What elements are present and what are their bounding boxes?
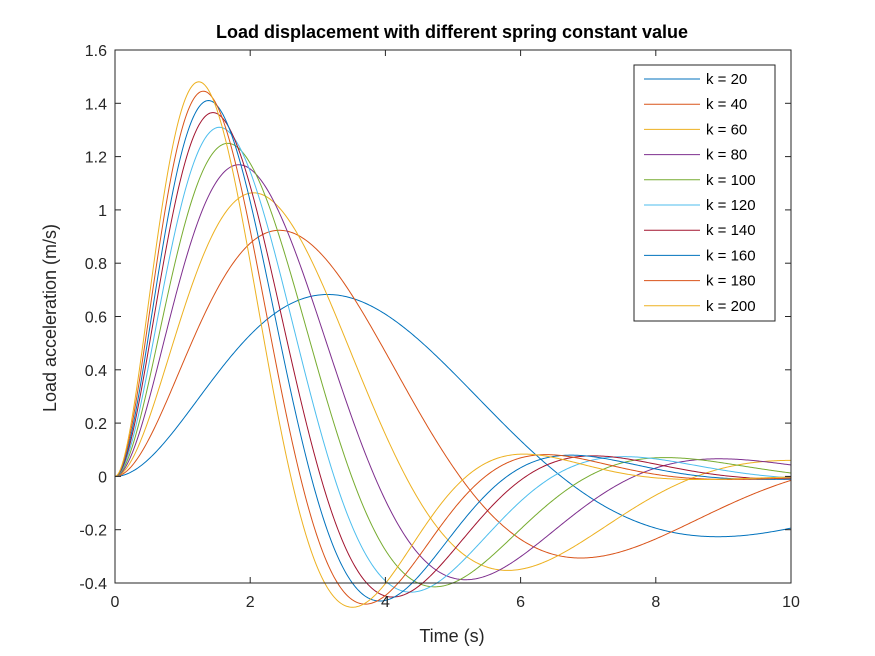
legend-entry: k = 40 <box>706 96 747 113</box>
legend-entry: k = 160 <box>706 247 756 264</box>
series-line-6 <box>114 126 792 593</box>
x-tick-label: 8 <box>651 594 660 611</box>
series-line-3 <box>114 192 791 571</box>
axes: 0 2 4 6 8 10 -0.4 -0.2 0 0.2 0.4 0.6 0.8 1 1.2 1.4 1.6 <box>79 43 800 611</box>
y-tick-label: 1.6 <box>85 43 107 60</box>
x-tick-label: 6 <box>516 594 525 611</box>
legend-entry: k = 140 <box>706 222 756 239</box>
series-line-2 <box>114 229 792 559</box>
legend-entry: k = 60 <box>706 121 747 138</box>
series-line-8 <box>114 100 792 602</box>
legend-box <box>633 64 776 322</box>
series-line-9 <box>114 90 792 605</box>
y-tick-label: 0.8 <box>85 256 107 273</box>
legend-entry: k = 20 <box>706 71 747 88</box>
y-tick-label: 0.2 <box>85 416 107 433</box>
y-axis-label: Load acceleration (m/s) <box>40 224 60 412</box>
x-tick-label: 10 <box>782 594 800 611</box>
y-tick-label: -0.2 <box>79 523 107 540</box>
series-line-1 <box>114 293 792 538</box>
legend-entry: k = 100 <box>706 172 756 189</box>
legend: k = 20 k = 40 k = 60 k = 80 k = 100 k = 120 k … <box>633 64 776 322</box>
y-tick-label: 1.4 <box>85 96 107 113</box>
y-tick-label: 1 <box>98 203 107 220</box>
chart-title: Load displacement with different spring … <box>216 22 688 42</box>
y-tick-label: 0.6 <box>85 310 107 327</box>
y-tick-label: 0 <box>98 469 107 486</box>
y-tick-label: 1.2 <box>85 150 107 167</box>
y-tick-label: 0.4 <box>85 363 107 380</box>
x-tick-label: 4 <box>381 594 390 611</box>
legend-entry: k = 80 <box>706 147 747 164</box>
legend-entry: k = 120 <box>706 197 756 214</box>
x-axis-label: Time (s) <box>419 626 484 646</box>
legend-entry: k = 200 <box>706 298 756 315</box>
series-line-10 <box>114 81 792 608</box>
x-tick-label: 0 <box>111 594 120 611</box>
y-tick-label: -0.4 <box>79 576 107 593</box>
x-tick-label: 2 <box>246 594 255 611</box>
legend-entry: k = 180 <box>706 273 756 290</box>
